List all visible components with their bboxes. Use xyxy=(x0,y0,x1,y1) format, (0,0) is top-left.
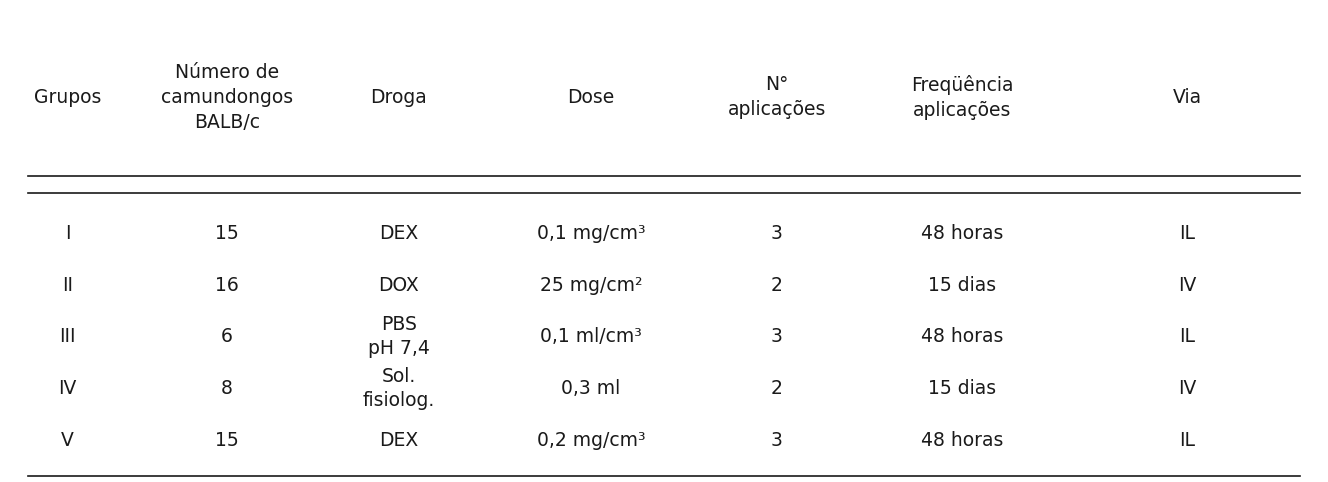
Text: 2: 2 xyxy=(770,276,782,295)
Text: 48 horas: 48 horas xyxy=(922,327,1004,347)
Text: 15 dias: 15 dias xyxy=(928,276,996,295)
Text: Droga: Droga xyxy=(371,88,428,107)
Text: 15: 15 xyxy=(215,224,239,243)
Text: 25 mg/cm²: 25 mg/cm² xyxy=(540,276,643,295)
Text: 48 horas: 48 horas xyxy=(922,431,1004,450)
Text: I: I xyxy=(65,224,70,243)
Text: PBS
pH 7,4: PBS pH 7,4 xyxy=(368,315,430,359)
Text: 0,2 mg/cm³: 0,2 mg/cm³ xyxy=(537,431,645,450)
Text: DEX: DEX xyxy=(380,431,418,450)
Text: V: V xyxy=(61,431,74,450)
Text: 6: 6 xyxy=(220,327,232,347)
Text: 0,1 ml/cm³: 0,1 ml/cm³ xyxy=(540,327,641,347)
Text: DOX: DOX xyxy=(378,276,420,295)
Text: Número de
camundongos
BALB/c: Número de camundongos BALB/c xyxy=(161,63,292,132)
Text: N°
aplicações: N° aplicações xyxy=(728,75,826,119)
Text: Grupos: Grupos xyxy=(35,88,101,107)
Text: DEX: DEX xyxy=(380,224,418,243)
Text: IL: IL xyxy=(1179,224,1195,243)
Text: IV: IV xyxy=(1178,276,1197,295)
Text: IL: IL xyxy=(1179,327,1195,347)
Text: 16: 16 xyxy=(215,276,239,295)
Text: 15: 15 xyxy=(215,431,239,450)
Text: IL: IL xyxy=(1179,431,1195,450)
Text: 15 dias: 15 dias xyxy=(928,379,996,398)
Text: 48 horas: 48 horas xyxy=(922,224,1004,243)
Text: IV: IV xyxy=(1178,379,1197,398)
Text: 2: 2 xyxy=(770,379,782,398)
Text: 3: 3 xyxy=(770,327,782,347)
Text: Sol.
fisiolog.: Sol. fisiolog. xyxy=(363,367,436,410)
Text: 8: 8 xyxy=(220,379,232,398)
Text: 3: 3 xyxy=(770,224,782,243)
Text: 0,3 ml: 0,3 ml xyxy=(562,379,620,398)
Text: III: III xyxy=(60,327,76,347)
Text: Dose: Dose xyxy=(567,88,615,107)
Text: IV: IV xyxy=(58,379,77,398)
Text: II: II xyxy=(62,276,73,295)
Text: Freqüência
aplicações: Freqüência aplicações xyxy=(911,75,1013,120)
Text: Via: Via xyxy=(1173,88,1202,107)
Text: 3: 3 xyxy=(770,431,782,450)
Text: 0,1 mg/cm³: 0,1 mg/cm³ xyxy=(537,224,645,243)
